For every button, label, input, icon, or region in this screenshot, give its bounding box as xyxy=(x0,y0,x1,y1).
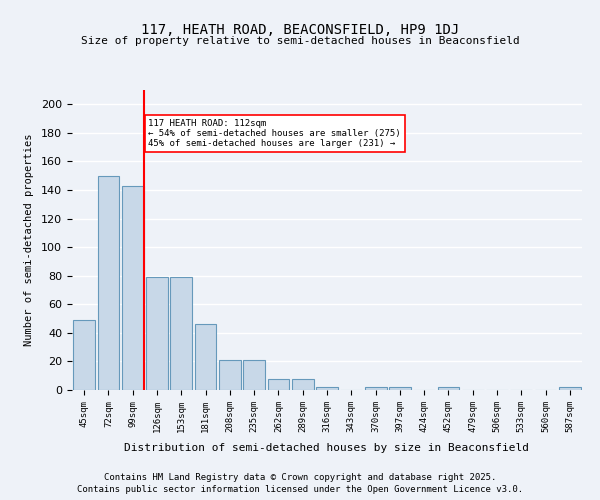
Bar xyxy=(146,277,168,390)
Bar xyxy=(365,387,386,390)
Bar xyxy=(268,378,289,390)
Bar xyxy=(170,277,192,390)
Text: 117, HEATH ROAD, BEACONSFIELD, HP9 1DJ: 117, HEATH ROAD, BEACONSFIELD, HP9 1DJ xyxy=(141,22,459,36)
Bar xyxy=(73,320,95,390)
Bar xyxy=(389,387,411,390)
Y-axis label: Number of semi-detached properties: Number of semi-detached properties xyxy=(24,134,34,346)
Bar xyxy=(219,360,241,390)
Bar xyxy=(243,360,265,390)
Bar xyxy=(437,387,460,390)
Bar xyxy=(559,387,581,390)
Bar xyxy=(97,176,119,390)
Bar xyxy=(316,387,338,390)
Text: Contains public sector information licensed under the Open Government Licence v3: Contains public sector information licen… xyxy=(77,485,523,494)
Bar xyxy=(292,378,314,390)
Text: Size of property relative to semi-detached houses in Beaconsfield: Size of property relative to semi-detach… xyxy=(80,36,520,46)
Text: Contains HM Land Registry data © Crown copyright and database right 2025.: Contains HM Land Registry data © Crown c… xyxy=(104,472,496,482)
X-axis label: Distribution of semi-detached houses by size in Beaconsfield: Distribution of semi-detached houses by … xyxy=(125,443,530,453)
Bar xyxy=(122,186,143,390)
Bar xyxy=(194,324,217,390)
Text: 117 HEATH ROAD: 112sqm
← 54% of semi-detached houses are smaller (275)
45% of se: 117 HEATH ROAD: 112sqm ← 54% of semi-det… xyxy=(149,118,401,148)
